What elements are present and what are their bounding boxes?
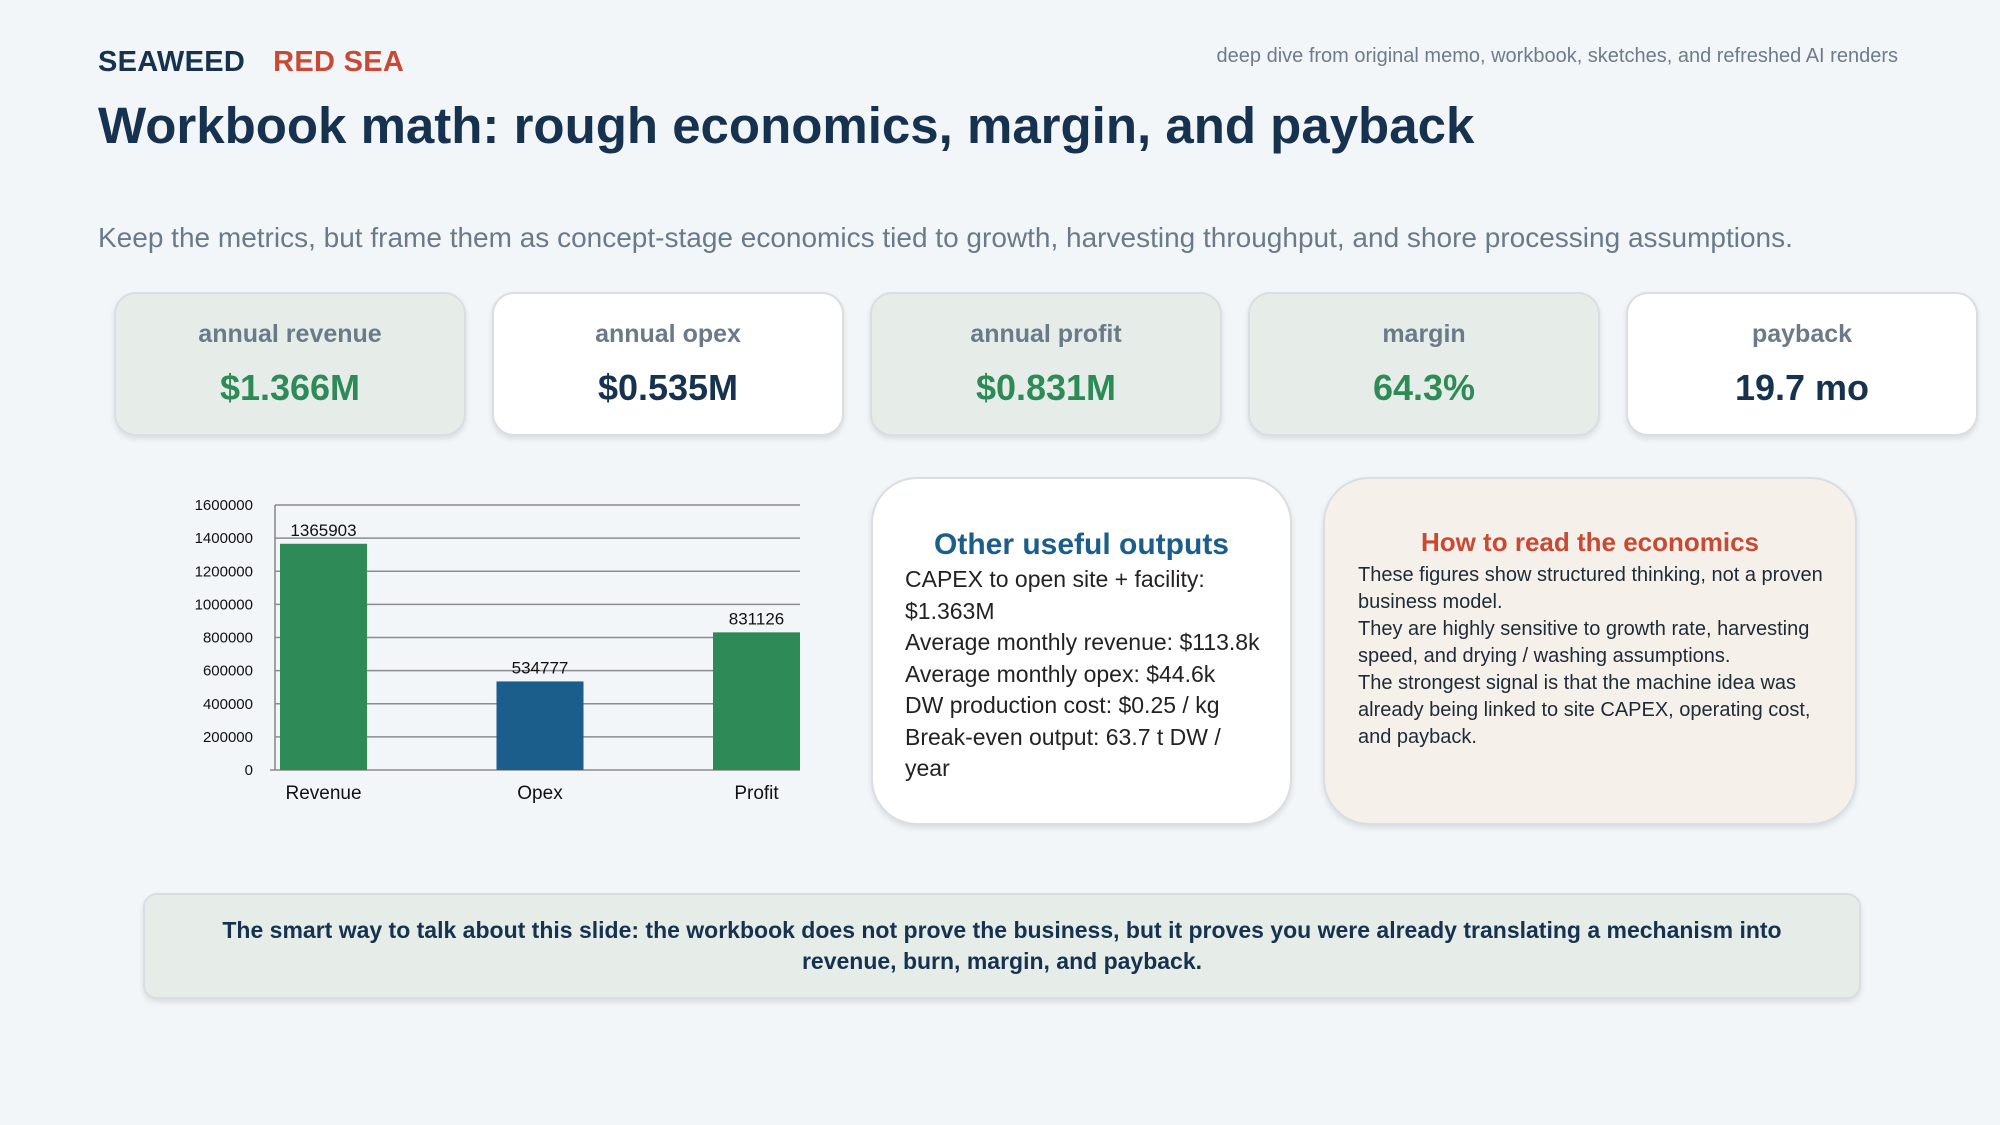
tagline: deep dive from original memo, workbook, …: [1216, 45, 1898, 67]
y-tick-label: 1200000: [195, 563, 253, 580]
metric-value: $0.831M: [975, 367, 1117, 408]
metric-label: margin: [1382, 320, 1466, 348]
list-item: Average monthly opex: $44.6k: [905, 660, 1216, 687]
list-item: Average monthly revenue: $113.8k: [905, 629, 1260, 655]
metric-label: annual revenue: [198, 320, 382, 348]
y-tick-label: 800000: [203, 630, 253, 647]
metric-label: annual opex: [595, 320, 741, 348]
economics-panel: How to read the economics These figures …: [1323, 477, 1857, 825]
economics-bar-chart: 0 200000 400000 600000 800000 1000000 1200000 1…: [195, 497, 800, 804]
y-tick-label: 1600000: [195, 497, 253, 514]
page-title: Workbook math: rough economics, margin, …: [98, 97, 1475, 154]
y-tick-label: 1400000: [195, 530, 253, 547]
list-item: CAPEX to open site + facility: $1.363M: [905, 566, 1205, 624]
list-item: They are highly sensitive to growth rate…: [1358, 618, 1810, 667]
x-tick-label: Profit: [734, 783, 779, 804]
metric-card-margin: margin 64.3%: [1248, 292, 1600, 436]
list-item: Break-even output: 63.7 t DW / year: [905, 723, 1221, 782]
y-tick-label: 600000: [203, 663, 253, 680]
bar-profit: [713, 632, 800, 770]
talking-point-callout: The smart way to talk about this slide: …: [143, 893, 1861, 999]
outputs-panel: Other useful outputs CAPEX to open site …: [871, 477, 1292, 825]
list-item: DW production cost: $0.25 / kg: [905, 692, 1220, 718]
metric-label: annual profit: [970, 320, 1122, 348]
data-label: 1365903: [290, 521, 356, 540]
economics-panel-title: How to read the economics: [1420, 527, 1760, 557]
metric-card-payback: payback 19.7 mo: [1626, 292, 1978, 436]
list-item: The strongest signal is that the machine…: [1358, 672, 1811, 748]
brand-primary: SEAWEED: [98, 46, 246, 78]
metric-card-annual-opex: annual opex $0.535M: [492, 292, 844, 436]
metric-value: 64.3%: [1372, 367, 1476, 408]
metric-label: payback: [1751, 320, 1853, 348]
y-tick-label: 0: [245, 762, 253, 779]
x-tick-label: Revenue: [285, 783, 361, 804]
page-subtitle: Keep the metrics, but frame them as conc…: [98, 222, 1793, 253]
list-item: These figures show structured thinking, …: [1358, 564, 1823, 613]
economics-list: These figures show structured thinking, …: [1358, 562, 1825, 751]
bar-opex: [496, 681, 584, 770]
y-tick-label: 1000000: [195, 596, 253, 613]
metric-value: 19.7 mo: [1734, 367, 1870, 408]
brand: SEAWEED RED SEA: [98, 46, 404, 79]
data-label: 534777: [512, 658, 569, 677]
metric-value: $0.535M: [597, 367, 739, 408]
bar-revenue: [280, 543, 367, 770]
metric-value: $1.366M: [219, 367, 361, 408]
metric-card-annual-profit: annual profit $0.831M: [870, 292, 1222, 436]
metric-card-annual-revenue: annual revenue $1.366M: [114, 292, 466, 436]
outputs-panel-title: Other useful outputs: [934, 528, 1229, 561]
outputs-list: CAPEX to open site + facility: $1.363M A…: [905, 564, 1262, 785]
data-label: 831126: [729, 609, 784, 628]
y-tick-label: 400000: [203, 696, 253, 713]
brand-secondary: RED SEA: [273, 46, 405, 78]
y-tick-label: 200000: [203, 729, 253, 746]
x-tick-label: Opex: [517, 783, 563, 804]
